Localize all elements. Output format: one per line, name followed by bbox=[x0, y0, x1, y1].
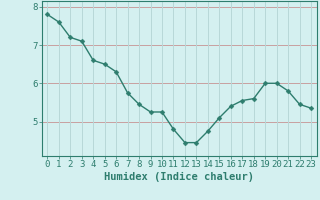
X-axis label: Humidex (Indice chaleur): Humidex (Indice chaleur) bbox=[104, 172, 254, 182]
